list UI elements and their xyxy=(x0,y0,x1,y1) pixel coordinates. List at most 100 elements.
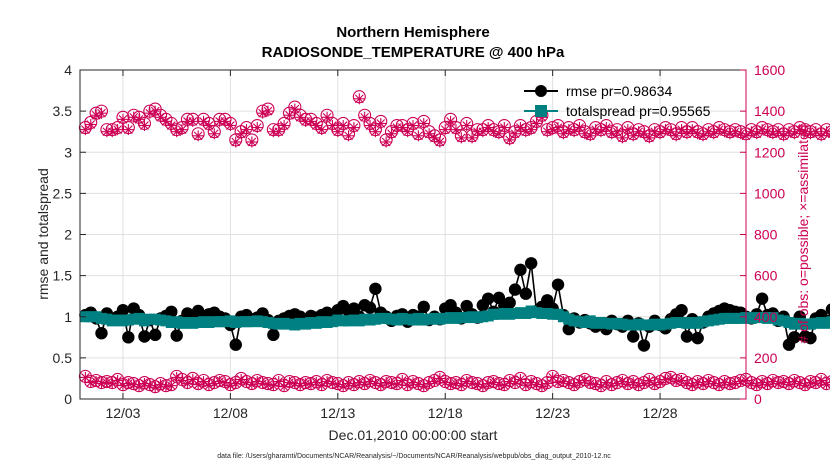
obs-assimilated-point xyxy=(208,378,220,390)
obs-assimilated-point xyxy=(165,120,177,132)
rmse-point xyxy=(165,305,178,319)
rmse-point xyxy=(267,328,280,342)
obs-assimilated-point xyxy=(326,120,338,132)
y-axis-left-label: rmse and totalspread xyxy=(35,168,51,300)
legend-rmse-label: rmse pr=0.98634 xyxy=(566,83,672,99)
y-left-tick-label: 0.5 xyxy=(53,350,73,366)
obs-assimilated-point xyxy=(348,122,360,134)
obs-assimilated-point xyxy=(305,115,317,127)
rmse-point xyxy=(170,329,183,342)
y-right-tick-label: 1200 xyxy=(754,144,785,160)
chart-title: Northern Hemisphere xyxy=(336,24,489,41)
obs-assimilated-point xyxy=(649,126,661,138)
obs-assimilated-point xyxy=(149,382,161,394)
obs-assimilated-point xyxy=(257,107,269,119)
obs-assimilated-point xyxy=(821,126,830,138)
obs-assimilated-point xyxy=(112,124,124,136)
rmse-point xyxy=(116,303,130,317)
obs-assimilated-point xyxy=(665,372,677,384)
obs-assimilated-point xyxy=(778,130,790,142)
obs-assimilated-point xyxy=(552,122,564,134)
obs-assimilated-point xyxy=(724,379,736,391)
obs-assimilated-point xyxy=(219,115,231,127)
obs-assimilated-point xyxy=(407,120,419,132)
obs-assimilated-point xyxy=(584,130,596,142)
obs-assimilated-point xyxy=(192,130,204,142)
obs-assimilated-point xyxy=(241,124,252,136)
obs-assimilated-point xyxy=(450,124,462,136)
obs-assimilated-point xyxy=(337,120,349,132)
obs-assimilated-point xyxy=(230,378,242,390)
obs-assimilated-point xyxy=(412,130,424,142)
obs-assimilated-point xyxy=(359,379,371,391)
obs-assimilated-point xyxy=(235,128,247,140)
obs-assimilated-point xyxy=(799,126,811,138)
obs-assimilated-point xyxy=(498,122,510,134)
x-tick-label: 12/18 xyxy=(428,405,463,421)
y-left-tick-label: 1 xyxy=(64,309,72,325)
obs-assimilated-point xyxy=(106,126,118,138)
obs-assimilated-point xyxy=(445,115,457,127)
obs-assimilated-point xyxy=(375,117,387,129)
obs-assimilated-point xyxy=(343,130,355,142)
rmse-point xyxy=(229,338,242,351)
y-right-tick-label: 1000 xyxy=(754,185,785,201)
obs-assimilated-point xyxy=(396,122,408,134)
rmse-point xyxy=(755,292,769,305)
obs-assimilated-point xyxy=(224,120,236,132)
obs-assimilated-point xyxy=(756,124,768,136)
obs-assimilated-point xyxy=(455,132,467,144)
obs-assimilated-point xyxy=(810,126,822,138)
y-left-tick-label: 0 xyxy=(64,391,72,407)
obs-possible-point xyxy=(825,375,830,388)
obs-assimilated-point xyxy=(595,126,607,138)
rmse-point xyxy=(637,339,651,352)
y-right-tick-label: 1400 xyxy=(754,103,785,119)
obs-assimilated-point xyxy=(278,120,290,132)
rmse-point xyxy=(675,303,688,317)
y-left-tick-label: 3.5 xyxy=(53,103,73,119)
obs-assimilated-point xyxy=(208,128,220,140)
obs-assimilated-point xyxy=(364,120,376,132)
obs-assimilated-point xyxy=(423,128,435,140)
x-axis-label: Dec.01,2010 00:00:00 start xyxy=(329,427,498,443)
obs-assimilated-point xyxy=(724,128,736,140)
obs-assimilated-point xyxy=(719,377,731,389)
rmse-point xyxy=(691,331,704,345)
legend-totalspread-label: totalspread pr=0.95565 xyxy=(566,103,711,119)
obs-assimilated-point xyxy=(85,118,97,130)
y-left-tick-label: 2 xyxy=(64,227,72,243)
obs-assimilated-point xyxy=(504,134,516,146)
obs-assimilated-point xyxy=(165,380,177,392)
rmse-point xyxy=(825,303,830,316)
totalspread-point xyxy=(826,316,830,328)
obs-assimilated-point xyxy=(203,120,215,132)
obs-assimilated-point xyxy=(509,128,521,140)
obs-assimilated-point xyxy=(466,132,478,144)
obs-assimilated-point xyxy=(697,130,709,142)
rmse-point xyxy=(95,327,108,340)
obs-assimilated-point xyxy=(574,122,585,134)
obs-assimilated-point xyxy=(187,115,199,127)
obs-assimilated-point xyxy=(364,376,376,388)
x-tick-label: 12/03 xyxy=(105,405,140,421)
obs-assimilated-point xyxy=(214,376,226,388)
obs-assimilated-point xyxy=(445,379,457,391)
obs-assimilated-point xyxy=(434,136,446,148)
obs-assimilated-point xyxy=(300,378,312,390)
obs-assimilated-point xyxy=(418,117,430,129)
obs-assimilated-point xyxy=(95,107,107,119)
rmse-point xyxy=(363,301,377,314)
obs-assimilated-point xyxy=(176,124,188,136)
chart-subtitle: RADIOSONDE_TEMPERATURE @ 400 hPa xyxy=(262,44,565,61)
totalspread-point xyxy=(821,317,830,329)
obs-assimilated-point xyxy=(692,377,704,389)
obs-assimilated-point xyxy=(804,128,816,140)
rmse-point xyxy=(524,257,538,270)
obs-assimilated-point xyxy=(826,129,830,139)
obs-assimilated-point xyxy=(670,130,682,142)
obs-assimilated-point xyxy=(767,128,779,140)
obs-assimilated-point xyxy=(133,113,145,125)
obs-assimilated-point xyxy=(402,380,414,392)
obs-assimilated-point xyxy=(321,111,333,123)
